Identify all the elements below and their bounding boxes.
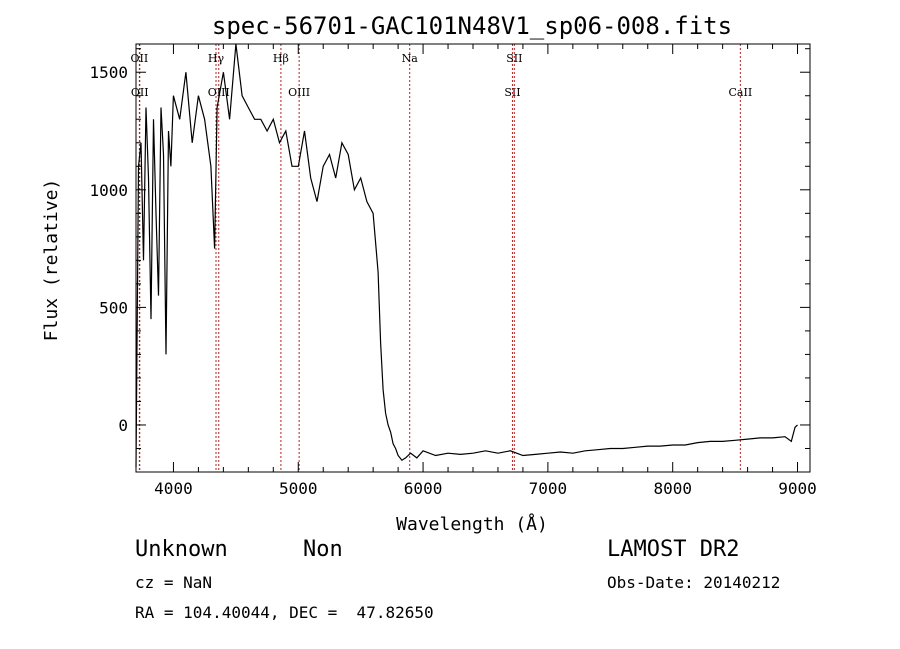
line-marker-label: OIII bbox=[208, 86, 230, 99]
class-name: Unknown bbox=[135, 537, 228, 562]
line-marker-label: OII bbox=[131, 86, 149, 99]
obs-date: Obs-Date: 20140212 bbox=[607, 573, 781, 592]
spectrum-line bbox=[135, 43, 798, 468]
line-marker-label: Hβ bbox=[273, 52, 289, 65]
plot-frame bbox=[135, 43, 811, 473]
line-marker-label: CaII bbox=[729, 86, 753, 99]
y-tick-label: 1000 bbox=[89, 181, 128, 200]
line-marker-label: SII bbox=[504, 86, 520, 99]
subclass: Non bbox=[303, 537, 343, 562]
x-tick-label: 7000 bbox=[529, 479, 568, 498]
x-axis-label: Wavelength (Å) bbox=[396, 513, 548, 535]
redshift-readout: cz = NaN bbox=[135, 573, 213, 592]
coordinates: RA = 104.40044, DEC = 47.82650 bbox=[135, 603, 434, 622]
y-axis-label: Flux (relative) bbox=[41, 179, 62, 342]
y-tick-label: 1500 bbox=[89, 63, 128, 82]
x-tick-label: 9000 bbox=[778, 479, 817, 498]
line-marker-label: Na bbox=[402, 52, 419, 65]
x-tick-label: 8000 bbox=[653, 479, 692, 498]
survey-name: LAMOST DR2 bbox=[607, 537, 740, 562]
chart-title: spec-56701-GAC101N48V1_sp06-008.fits bbox=[212, 12, 732, 40]
line-marker-label: Hγ bbox=[208, 52, 225, 65]
x-tick-label: 5000 bbox=[279, 479, 318, 498]
y-tick-label: 0 bbox=[118, 416, 128, 435]
line-marker-label: OII bbox=[131, 52, 149, 65]
x-tick-label: 4000 bbox=[154, 479, 193, 498]
line-marker-label: SII bbox=[506, 52, 522, 65]
line-marker-label: OIII bbox=[288, 86, 310, 99]
x-tick-label: 6000 bbox=[404, 479, 443, 498]
y-tick-label: 500 bbox=[99, 298, 128, 317]
